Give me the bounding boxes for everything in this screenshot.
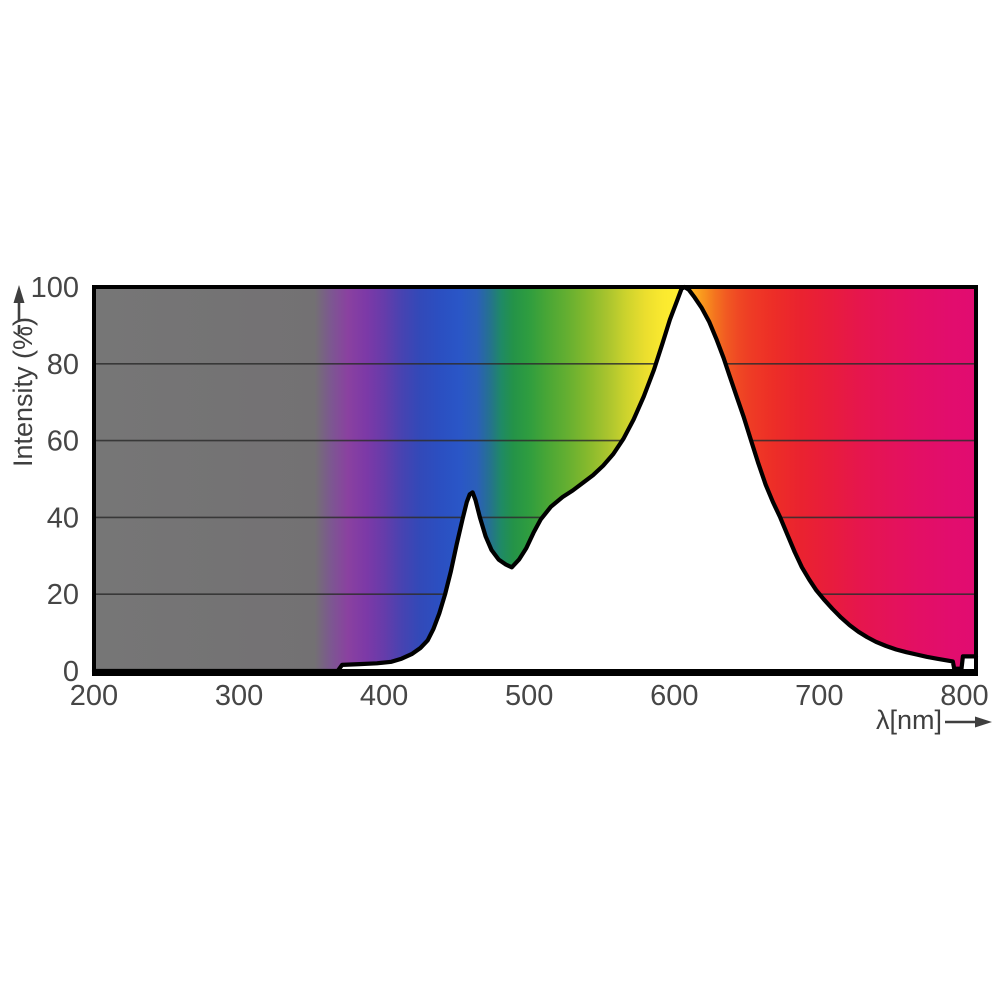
x-axis-arrow-icon <box>945 716 992 728</box>
x-tick-label-600: 600 <box>650 680 698 712</box>
y-tick-label-40: 40 <box>47 502 79 534</box>
x-tick-label-700: 700 <box>795 680 843 712</box>
y-tick-label-60: 60 <box>47 426 79 458</box>
y-tick-label-80: 80 <box>47 349 79 381</box>
under-curve-mask <box>94 287 976 671</box>
x-tick-label-500: 500 <box>505 680 553 712</box>
y-tick-label-20: 20 <box>47 579 79 611</box>
x-tick-label-400: 400 <box>360 680 408 712</box>
y-tick-label-100: 100 <box>31 272 79 304</box>
x-axis-title: λ[nm] <box>875 705 942 735</box>
y-axis-arrow-icon <box>13 285 25 334</box>
x-tick-label-300: 300 <box>215 680 263 712</box>
x-tick-label-200: 200 <box>70 680 118 712</box>
spectral-curve <box>91 284 979 674</box>
y-tick-label-0: 0 <box>63 656 79 688</box>
y-axis-title: Intensity (%) <box>8 316 38 467</box>
x-tick-label-800: 800 <box>940 680 988 712</box>
